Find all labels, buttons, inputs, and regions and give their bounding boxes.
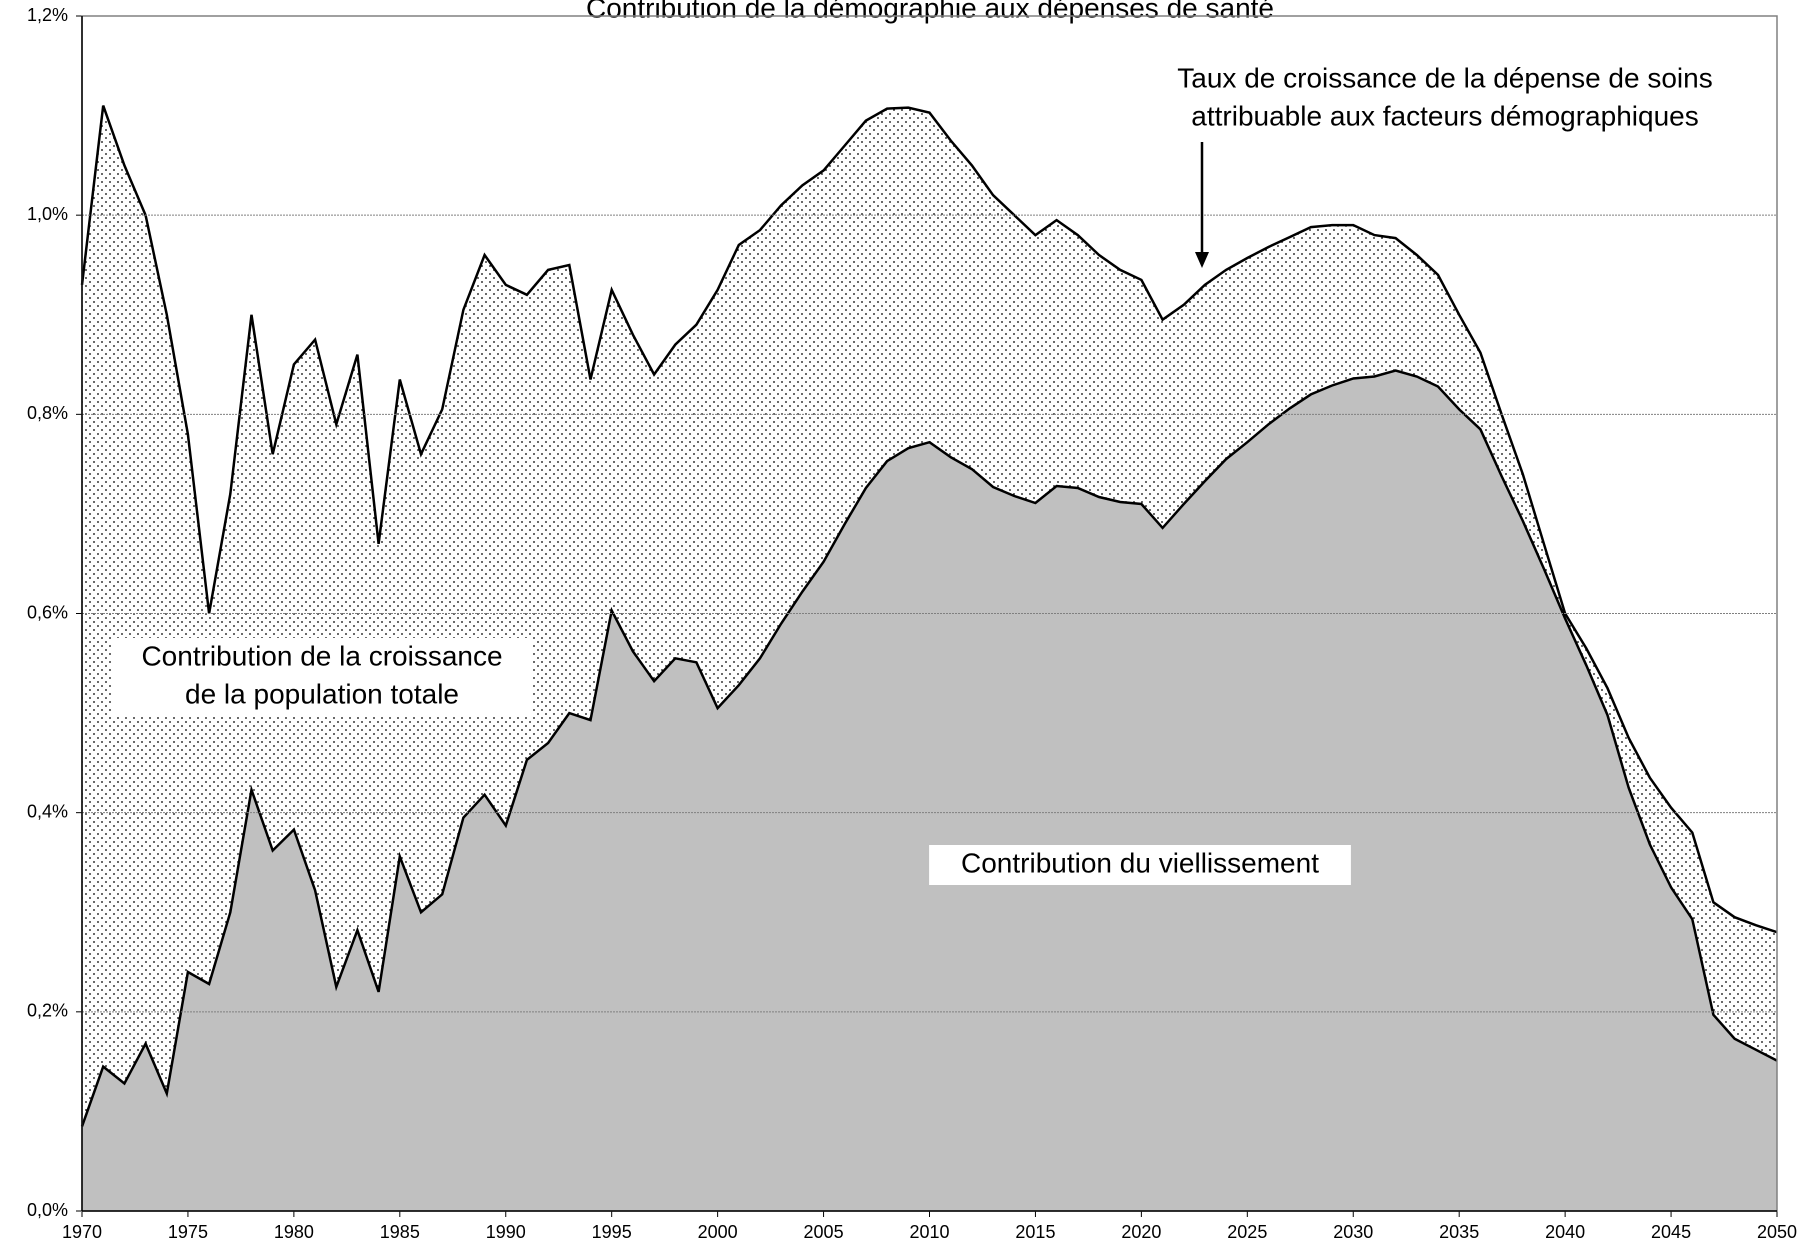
y-tick-label: 0,6%	[27, 602, 68, 622]
x-tick-label: 1985	[380, 1222, 420, 1242]
x-tick-label: 2050	[1757, 1222, 1797, 1242]
x-tick-label: 2015	[1015, 1222, 1055, 1242]
annotation-text: Taux de croissance de la dépense de soin…	[1177, 62, 1712, 93]
x-tick-label: 1970	[62, 1222, 102, 1242]
annotation-text: attribuable aux facteurs démographiques	[1191, 100, 1698, 131]
line	[80, 369, 1778, 1127]
y-tick-label: 0,2%	[27, 1001, 68, 1021]
x-tick-label: 2010	[909, 1222, 949, 1242]
chart-title: Contribution de la démographie aux dépen…	[586, 0, 1274, 23]
annotation: Taux de croissance de la dépense de soin…	[1177, 62, 1712, 131]
x-tick-label: 1975	[168, 1222, 208, 1242]
y-tick-label: 1,2%	[27, 5, 68, 25]
x-tick-label: 2040	[1545, 1222, 1585, 1242]
x-tick-label: 2005	[804, 1222, 844, 1242]
y-tick-label: 0,8%	[27, 403, 68, 423]
line	[80, 105, 1778, 934]
annotation-text: Contribution du viellissement	[961, 847, 1319, 878]
annotation-bg	[111, 638, 533, 716]
x-tick-label: 1980	[274, 1222, 314, 1242]
x-tick-label: 2025	[1227, 1222, 1267, 1242]
annotation-bg	[929, 845, 1351, 885]
x-tick-label: 2045	[1651, 1222, 1691, 1242]
annotation-text: Contribution de la croissance	[141, 640, 502, 671]
x-tick-label: 2000	[698, 1222, 738, 1242]
annotation: Contribution de la croissance de la popul…	[111, 638, 533, 716]
annotation: Contribution du viellissement	[929, 845, 1351, 885]
x-tick-label: 1990	[486, 1222, 526, 1242]
x-tick-label: 1995	[592, 1222, 632, 1242]
y-tick-label: 1,0%	[27, 204, 68, 224]
annotation-arrowhead	[1195, 252, 1209, 268]
annotation-text: de la population totale	[185, 678, 459, 709]
x-tick-label: 2020	[1121, 1222, 1161, 1242]
y-tick-label: 0,4%	[27, 801, 68, 821]
area	[82, 370, 1777, 1211]
x-tick-label: 2030	[1333, 1222, 1373, 1242]
y-tick-label: 0,0%	[27, 1200, 68, 1220]
x-tick-label: 2035	[1439, 1222, 1479, 1242]
